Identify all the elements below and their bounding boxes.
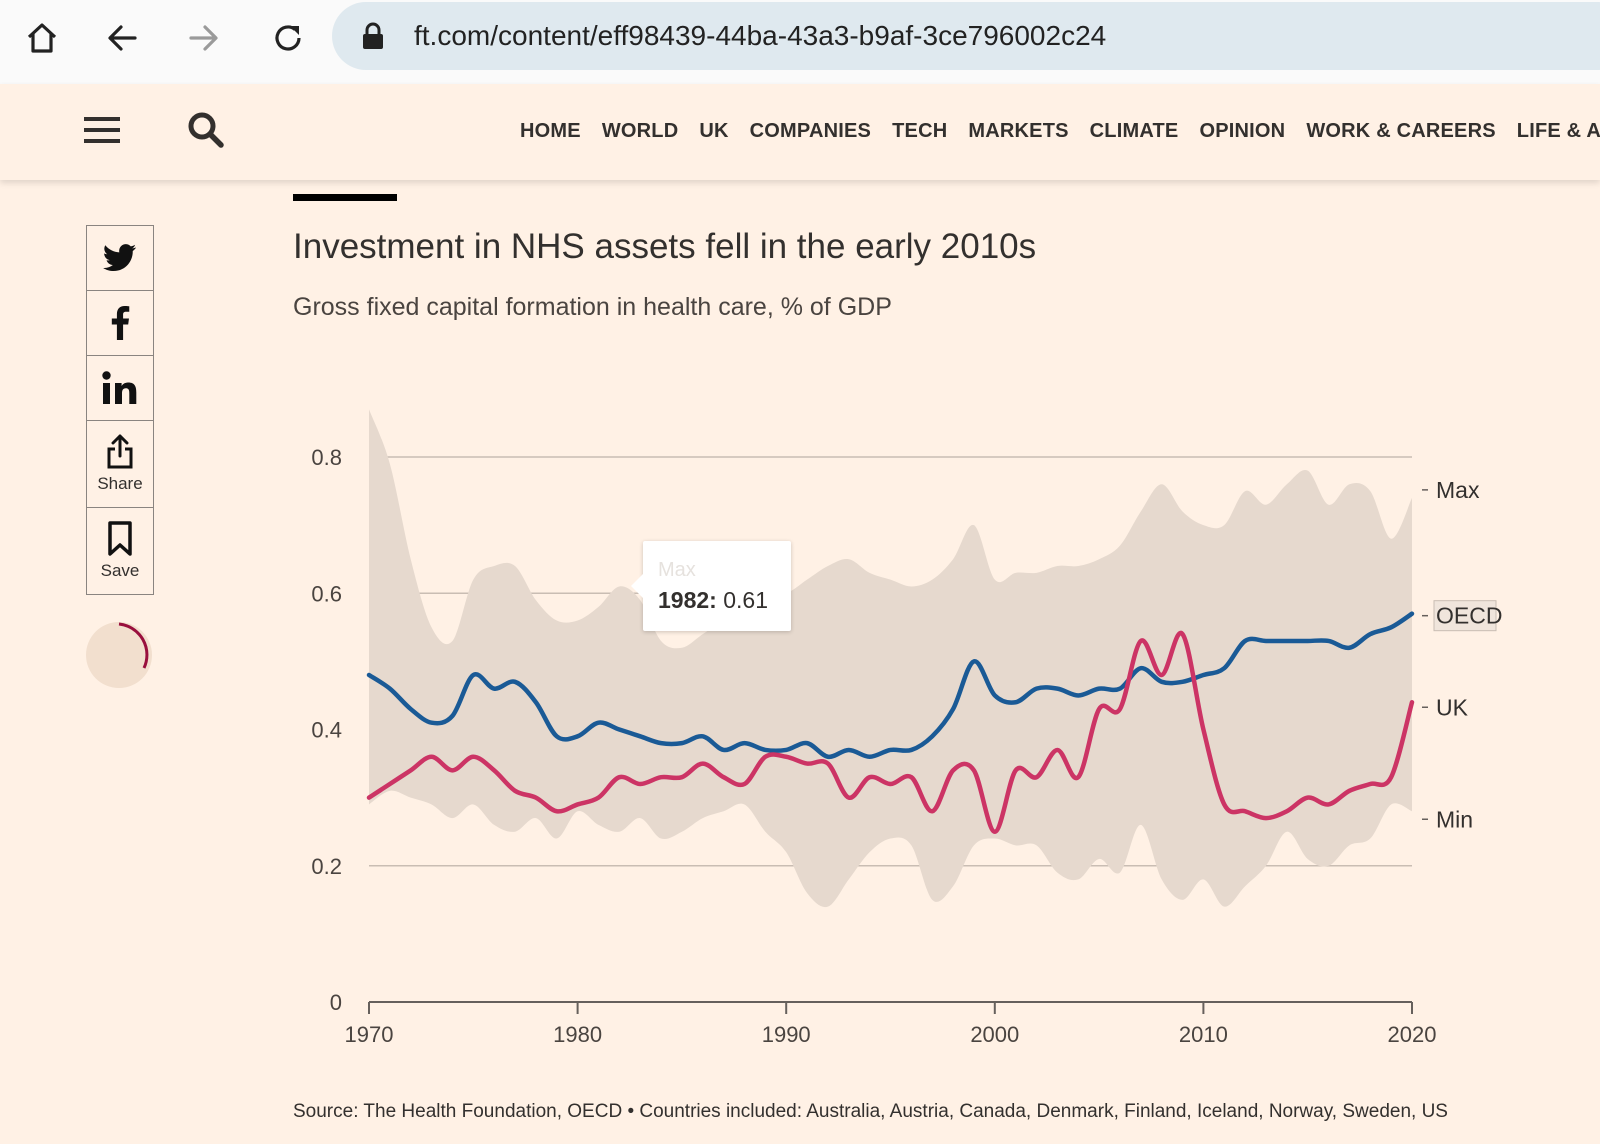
y-tick-label: 0.6: [311, 581, 342, 606]
nav-link-uk[interactable]: UK: [699, 120, 729, 142]
tooltip-series-name: Max: [658, 559, 696, 581]
series-line-uk: [366, 630, 1415, 834]
nav-link-home[interactable]: HOME: [520, 120, 581, 142]
linkedin-icon: [102, 371, 137, 404]
nav-link-life-arts[interactable]: LIFE & ARTS: [1516, 120, 1600, 142]
tooltip-number: 0.61: [723, 587, 768, 613]
line-area-chart[interactable]: 0 0.2 0.4 0.6 0.8 1970 1980 1990 2000 2010 2020 Ma…: [290, 390, 1550, 1050]
nav-link-climate[interactable]: CLIMATE: [1089, 120, 1179, 142]
chart-tooltip: Max 1982: 0.61: [631, 541, 791, 631]
chart-title: Investment in NHS assets fell in the ear…: [293, 227, 1037, 266]
topper-accent-bar: [293, 194, 397, 201]
hamburger-menu-icon[interactable]: [84, 114, 120, 146]
twitter-share-button[interactable]: [86, 225, 154, 290]
x-tick-label: 1980: [553, 1022, 602, 1047]
save-label: Save: [100, 561, 140, 580]
browser-toolbar: ft.com/content/eff98439-44ba-43a3-b9af-3…: [0, 0, 1600, 84]
series-line-oecd: [366, 611, 1415, 760]
nav-link-opinion[interactable]: OPINION: [1199, 120, 1286, 142]
y-tick-label: 0.2: [311, 854, 342, 879]
end-label-max: Max: [1436, 477, 1480, 503]
back-arrow-icon[interactable]: [102, 18, 142, 58]
facebook-share-button[interactable]: [86, 290, 154, 355]
save-button[interactable]: Save: [86, 507, 154, 595]
url-text: ft.com/content/eff98439-44ba-43a3-b9af-3…: [414, 20, 1107, 51]
end-label-uk: UK: [1436, 694, 1469, 720]
nav-link-companies[interactable]: COMPANIES: [749, 120, 872, 142]
y-tick-label: 0.4: [311, 718, 342, 743]
tooltip-year: 1982:: [658, 587, 717, 613]
x-tick-label: 1970: [345, 1022, 394, 1047]
nav-link-tech[interactable]: TECH: [892, 120, 948, 142]
chart-source-note: Source: The Health Foundation, OECD • Co…: [293, 1101, 1448, 1122]
x-tick-label: 2020: [1388, 1022, 1437, 1047]
facebook-icon: [111, 306, 130, 340]
twitter-icon: [103, 244, 137, 272]
end-label-oecd: OECD: [1436, 603, 1502, 629]
end-label-min: Min: [1436, 806, 1473, 832]
site-header: HOME WORLD UK COMPANIES TECH MARKETS CLI…: [0, 84, 1600, 180]
y-tick-label: 0: [330, 990, 342, 1015]
search-icon[interactable]: [186, 110, 226, 150]
nav-link-work-careers[interactable]: WORK & CAREERS: [1306, 120, 1496, 142]
bookmark-icon: [108, 521, 132, 556]
max-min-range-band: [369, 409, 1412, 908]
forward-arrow-icon[interactable]: [184, 18, 224, 58]
y-tick-label: 0.8: [311, 445, 342, 470]
end-label-highlight: [1433, 600, 1497, 632]
share-rail: Share Save: [86, 225, 154, 595]
loading-spinner-icon: [86, 622, 152, 688]
nav-link-markets[interactable]: MARKETS: [968, 120, 1069, 142]
address-bar[interactable]: ft.com/content/eff98439-44ba-43a3-b9af-3…: [332, 2, 1600, 70]
linkedin-share-button[interactable]: [86, 355, 154, 420]
share-button[interactable]: Share: [86, 420, 154, 507]
x-tick-label: 2000: [970, 1022, 1019, 1047]
share-label: Share: [97, 474, 143, 493]
x-tick-label: 1990: [762, 1022, 811, 1047]
share-icon: [107, 434, 133, 469]
tooltip-value: 1982: 0.61: [658, 587, 768, 614]
home-icon[interactable]: [22, 18, 62, 58]
lock-icon: [360, 22, 386, 50]
reload-icon[interactable]: [268, 18, 308, 58]
chart-subtitle: Gross fixed capital formation in health …: [293, 293, 892, 321]
nav-link-world[interactable]: WORLD: [601, 120, 679, 142]
nav-links: HOME WORLD UK COMPANIES TECH MARKETS CLI…: [520, 120, 1600, 143]
x-tick-label: 2010: [1179, 1022, 1228, 1047]
